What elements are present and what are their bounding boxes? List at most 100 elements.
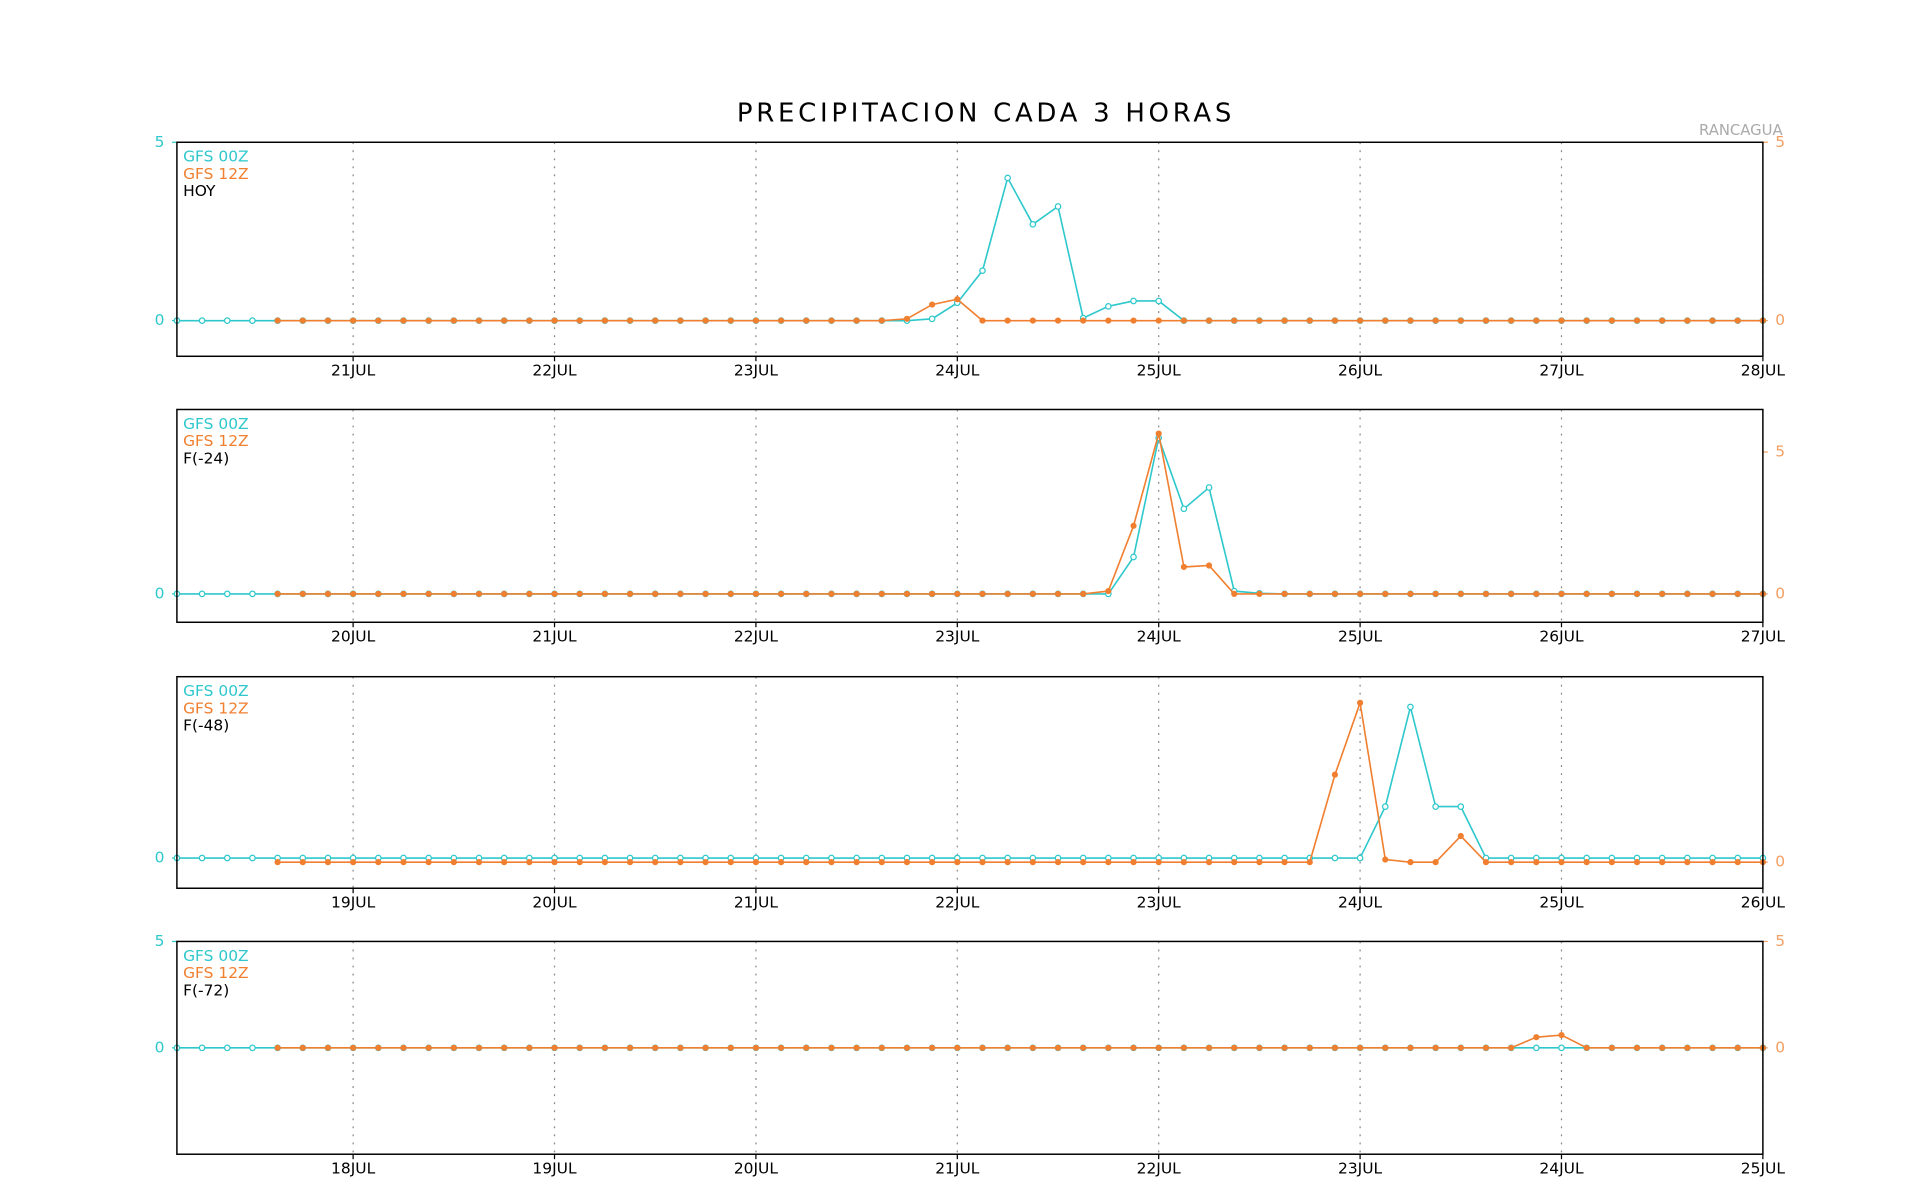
point (803, 859, 810, 866)
point (1306, 317, 1313, 324)
point (249, 590, 256, 598)
x-tick-label: 21JUL (935, 1160, 980, 1178)
point (626, 859, 634, 866)
series-line (277, 702, 1763, 863)
point (526, 590, 533, 597)
point (501, 859, 508, 866)
point (324, 590, 332, 597)
point (1281, 590, 1288, 597)
point (1684, 859, 1691, 866)
point (249, 317, 256, 324)
point (626, 317, 634, 324)
point (1583, 1044, 1590, 1051)
point (1382, 1044, 1389, 1051)
point (1508, 1044, 1515, 1051)
point (350, 317, 357, 324)
point (702, 317, 709, 324)
point (878, 1044, 885, 1051)
point (1080, 317, 1087, 324)
point (979, 317, 986, 324)
point (1054, 203, 1062, 210)
point (1029, 590, 1036, 597)
point (1709, 859, 1716, 866)
point (1533, 590, 1540, 597)
point (1508, 317, 1515, 324)
point (1633, 590, 1641, 597)
point (1155, 430, 1162, 437)
point (475, 859, 483, 866)
point (526, 317, 533, 324)
point (501, 317, 508, 324)
x-tick-label: 23JUL (734, 362, 779, 380)
point (1205, 1044, 1213, 1051)
point (1105, 587, 1112, 595)
point (853, 317, 860, 324)
point (425, 1044, 432, 1051)
point (1054, 859, 1062, 866)
x-tick-label: 19JUL (532, 1160, 577, 1178)
point (1608, 590, 1615, 597)
point (1306, 859, 1313, 866)
x-tick-label: 22JUL (1137, 1160, 1182, 1178)
point (1004, 317, 1011, 324)
point (979, 267, 986, 275)
point (375, 590, 382, 597)
point (1659, 859, 1666, 866)
point (1130, 859, 1137, 866)
series-line (277, 433, 1763, 595)
point (1709, 317, 1716, 324)
y2-tick-label: 5 (1775, 932, 1785, 950)
point (1482, 859, 1490, 866)
point (501, 1044, 508, 1051)
point (400, 590, 407, 597)
point (1407, 590, 1414, 597)
point (727, 859, 734, 866)
point (551, 590, 558, 597)
point (853, 1044, 860, 1051)
point (274, 317, 281, 324)
point (475, 590, 483, 597)
point (903, 315, 911, 322)
x-tick-label: 25JUL (1539, 894, 1584, 912)
point (626, 1044, 634, 1051)
point (903, 1044, 911, 1051)
point (1256, 590, 1263, 597)
point (1130, 553, 1137, 561)
point (1659, 1044, 1666, 1051)
point (1533, 317, 1540, 324)
point (299, 317, 306, 324)
point (1231, 590, 1238, 597)
point (1608, 317, 1615, 324)
x-tick-label: 23JUL (935, 628, 980, 646)
point (1457, 317, 1464, 324)
point (1080, 1044, 1087, 1051)
plot-frame (176, 940, 1764, 1155)
point (1381, 803, 1389, 810)
legend-entry: GFS 00Z (183, 148, 249, 166)
point (954, 1044, 961, 1051)
point (198, 590, 206, 598)
point (274, 1044, 281, 1051)
point (1659, 317, 1666, 324)
point (375, 317, 382, 324)
point (1407, 1044, 1414, 1051)
x-tick-label: 25JUL (1741, 1160, 1786, 1178)
point (1130, 522, 1137, 529)
point (1407, 859, 1414, 866)
point (1432, 590, 1439, 597)
point (1533, 859, 1540, 866)
point (752, 1044, 760, 1051)
point (828, 859, 835, 866)
point (1180, 859, 1187, 866)
point (1633, 317, 1641, 324)
point (1432, 317, 1439, 324)
series-line (176, 706, 1763, 859)
point (702, 859, 709, 866)
point (400, 859, 407, 866)
point (1281, 317, 1288, 324)
point (1558, 317, 1565, 324)
point (1734, 590, 1741, 597)
point (1105, 317, 1112, 324)
point (249, 854, 256, 862)
point (450, 859, 457, 866)
